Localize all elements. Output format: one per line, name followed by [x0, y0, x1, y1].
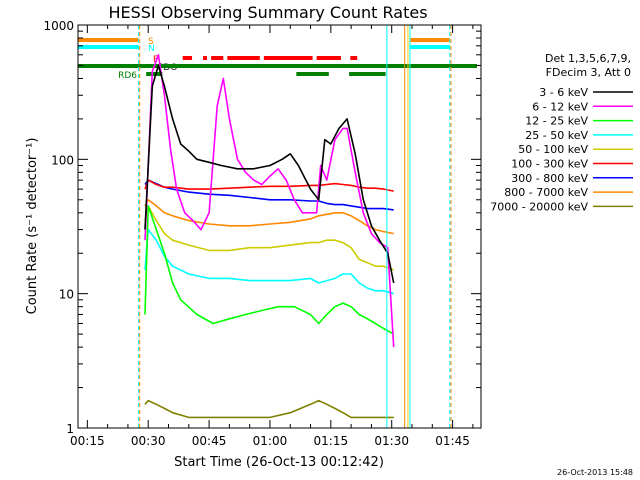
- series-line-12-25-kev: [144, 205, 395, 335]
- legend-header-line-2: FDecim 3, Att 0: [546, 66, 631, 79]
- status-bar-rd6: RD6: [118, 71, 386, 81]
- status-bar-n: N: [78, 44, 450, 54]
- series-line-6-12-kev: [144, 53, 395, 348]
- y-tick-label: 10: [59, 288, 74, 302]
- legend-label-50-100-kev: 50 - 100 keV: [518, 143, 588, 156]
- legend-label-7000-20000-kev: 7000 - 20000 keV: [490, 200, 588, 213]
- status-bar-label: N: [148, 44, 155, 54]
- series-layer: [144, 53, 395, 419]
- legend-header-line-1: Det 1,3,5,6,7,9,: [545, 52, 631, 65]
- x-axis: 00:15 00:30 00:45 01:00 01:15 01:30 01:45: [70, 25, 474, 448]
- footer-timestamp: 26-Oct-2013 15:48: [557, 468, 633, 477]
- y-axis: 1 10 100 1000: [43, 19, 481, 436]
- legend-label-300-800-kev: 300 - 800 keV: [511, 172, 588, 185]
- status-bar-s: S: [78, 37, 450, 47]
- status-bar-f: F: [153, 55, 358, 65]
- series-line-3-6-kev: [144, 64, 395, 284]
- series-line-800-7000-kev: [144, 199, 394, 235]
- series-line-25-50-kev: [144, 228, 394, 295]
- vertical-markers: [137, 25, 452, 428]
- legend-label-12-25-kev: 12 - 25 keV: [525, 115, 588, 128]
- y-tick-label: 1000: [43, 19, 74, 33]
- series-line-100-300-kev: [144, 179, 394, 192]
- legend: Det 1,3,5,6,7,9, FDecim 3, Att 0 3 - 6 k…: [490, 52, 633, 213]
- series-line-50-100-kev: [144, 205, 394, 271]
- legend-label-6-12-kev: 6 - 12 keV: [532, 100, 588, 113]
- legend-label-100-300-kev: 100 - 300 keV: [511, 158, 588, 171]
- x-tick-label: 01:15: [314, 434, 349, 448]
- x-tick-label: 01:00: [253, 434, 288, 448]
- status-bar-label: RD6: [118, 71, 137, 81]
- legend-label-800-7000-kev: 800 - 7000 keV: [504, 186, 588, 199]
- series-line-300-800-kev: [144, 179, 394, 211]
- status-bars: SNFPDORD6: [78, 37, 477, 81]
- x-tick-label: 01:45: [435, 434, 470, 448]
- chart-title: HESSI Observing Summary Count Rates: [108, 3, 427, 22]
- y-tick-label: 1: [66, 422, 74, 436]
- x-tick-label: 00:15: [70, 434, 105, 448]
- plot-frame: [77, 24, 482, 429]
- x-tick-label: 00:30: [131, 434, 166, 448]
- x-axis-label: Start Time (26-Oct-13 00:12:42): [174, 455, 384, 470]
- legend-label-25-50-kev: 25 - 50 keV: [525, 129, 588, 142]
- series-line-7000-20000-kev: [144, 399, 394, 419]
- status-bar-label: F: [153, 55, 158, 65]
- x-tick-label: 01:30: [374, 434, 409, 448]
- status-bar-label: S: [148, 37, 154, 47]
- legend-label-3-6-kev: 3 - 6 keV: [539, 86, 588, 99]
- y-tick-label: 100: [51, 153, 74, 167]
- x-tick-label: 00:45: [192, 434, 227, 448]
- y-axis-label: Count Rate (s⁻¹ detector⁻¹): [25, 138, 40, 315]
